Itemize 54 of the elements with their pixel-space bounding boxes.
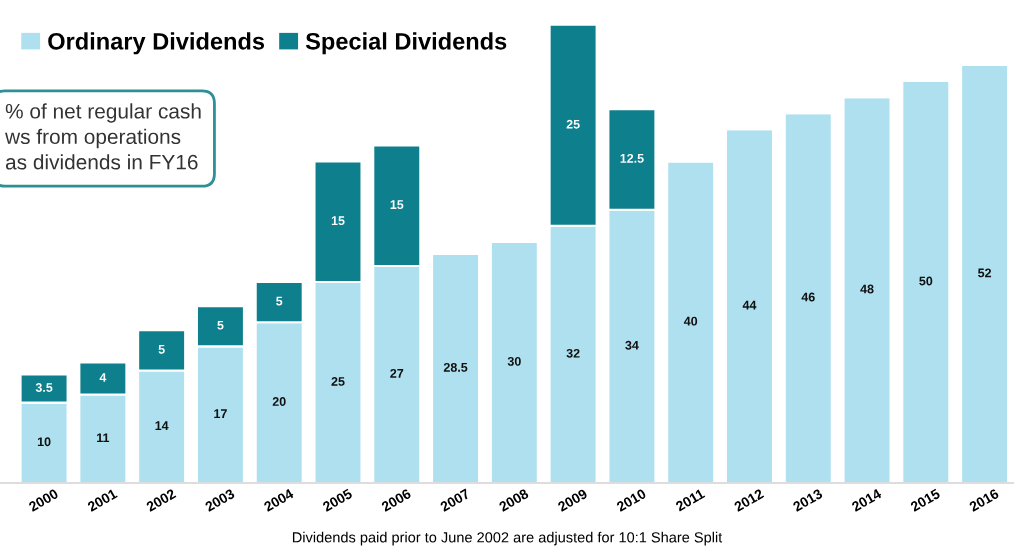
data-label: 30 — [507, 356, 521, 366]
data-label: 52 — [978, 268, 992, 278]
data-label: 5 — [276, 296, 283, 306]
x-tick-label: 2012 — [733, 488, 765, 512]
x-tick-label: 2010 — [615, 488, 647, 512]
legend-label: Special Dividends — [305, 32, 507, 55]
data-label: 15 — [390, 200, 404, 210]
data-label: 28.5 — [443, 362, 468, 372]
data-label: 25 — [331, 377, 345, 386]
x-tick-label: 2013 — [792, 488, 824, 512]
data-label: 5 — [158, 344, 165, 354]
bar — [431, 252, 481, 483]
x-tick-label: 2015 — [909, 488, 941, 512]
data-label: 34 — [625, 340, 639, 350]
data-label: 15 — [331, 216, 345, 226]
data-label: 11 — [97, 433, 110, 443]
data-label: 46 — [801, 292, 815, 302]
x-tick-label: 2002 — [145, 488, 177, 512]
x-tick-label: 2001 — [86, 488, 118, 512]
text: Dividends paid prior to June 2002 are adjusted for 10:1 Share Split — [292, 531, 723, 546]
x-tick-label: 2009 — [557, 488, 588, 512]
legend-label: Ordinary Dividends — [48, 32, 265, 55]
x-tick-label: 2006 — [380, 488, 412, 512]
bar — [489, 240, 539, 483]
data-label: 17 — [214, 409, 227, 418]
data-label: 44 — [742, 300, 757, 310]
bar — [842, 96, 892, 483]
data-label: 4 — [99, 373, 107, 382]
bar — [960, 63, 1010, 483]
data-label: 32 — [566, 348, 580, 358]
x-tick-label: 2004 — [263, 488, 295, 512]
x-tick-label: 2011 — [675, 488, 706, 512]
annotation: % of net regular cash ws from operations as dividends in FY16 — [5, 103, 201, 170]
x-tick-label: 2005 — [321, 488, 353, 512]
x-tick-label: 2003 — [204, 488, 236, 512]
bar — [666, 160, 716, 483]
bar — [783, 112, 833, 483]
data-label: 20 — [272, 397, 286, 406]
x-tick-label: 2000 — [28, 488, 59, 512]
data-label: 10 — [37, 437, 51, 447]
data-label: 12.5 — [620, 153, 644, 163]
data-label: 48 — [860, 284, 874, 294]
data-label: 5 — [217, 320, 224, 330]
x-tick-label: 2016 — [968, 488, 1000, 512]
bar — [901, 80, 951, 483]
data-label: 25 — [566, 119, 580, 129]
data-label: 50 — [919, 276, 933, 286]
x-tick-label: 2008 — [498, 488, 530, 512]
bar — [724, 128, 775, 483]
data-label: 40 — [683, 316, 698, 326]
data-label: 27 — [390, 368, 404, 378]
data-label: 3.5 — [35, 383, 53, 392]
data-label: 14 — [155, 421, 169, 430]
x-tick-label: 2014 — [851, 488, 883, 512]
